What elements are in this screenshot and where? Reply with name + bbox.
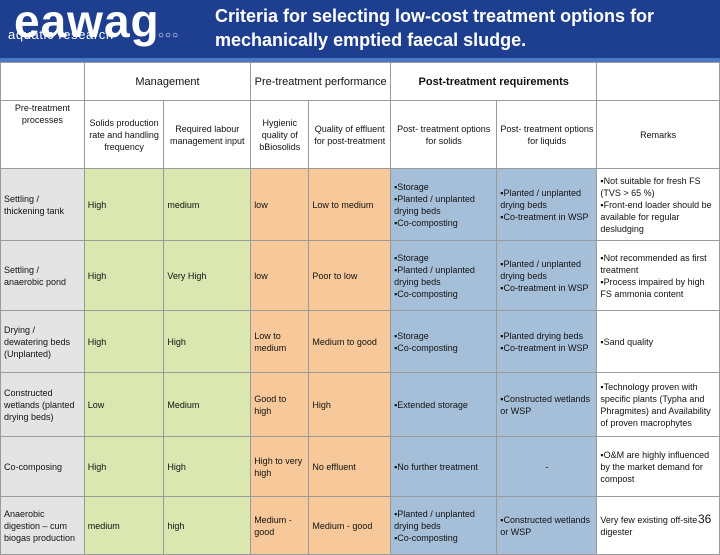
row-post-liquids: ▪Constructed wetlands or WSP	[496, 496, 598, 555]
row-post-liquids: ▪Planted / unplanted drying beds ▪Co-tre…	[496, 168, 598, 241]
slide-header: eawag aquatic research ○○○ Criteria for …	[0, 0, 720, 58]
row-solids: High	[83, 436, 165, 497]
table-row: Co-composing High High High to very high No …	[0, 436, 720, 497]
row-solids: High	[83, 310, 165, 373]
header-divider	[0, 58, 720, 62]
col-effluent-quality: Quality of effluent for post-treatment	[308, 100, 392, 169]
row-post-liquids: -	[496, 436, 598, 497]
group-header-row: Management Pre-treatment performance Pos…	[0, 62, 720, 101]
row-hygienic: Good to high	[250, 372, 310, 437]
row-post-solids: ▪Storage ▪Planted / unplanted drying bed…	[390, 168, 498, 241]
table-row: Settling / anaerobic pond High Very High lo…	[0, 240, 720, 311]
row-hygienic: Medium - good	[250, 496, 310, 555]
group-pretreatment-performance: Pre-treatment performance	[250, 62, 392, 101]
logo-subtitle: aquatic research	[8, 27, 114, 42]
group-header-blank-remarks	[596, 62, 720, 101]
row-effluent: Medium - good	[308, 496, 392, 555]
row-effluent: High	[308, 372, 392, 437]
row-post-liquids: ▪Planted drying beds ▪Co-treatment in WS…	[496, 310, 598, 373]
logo-circles-icon: ○○○	[158, 30, 180, 41]
table-row: Settling / thickening tank High medium low L…	[0, 168, 720, 241]
col-post-solids: Post- treatment options for solids	[390, 100, 498, 169]
page-number: 36	[698, 512, 712, 526]
row-solids: High	[83, 240, 165, 311]
row-remarks: ▪Technology proven with specific plants …	[596, 372, 720, 437]
row-post-solids: ▪Storage ▪Co-composting	[390, 310, 498, 373]
column-header-row: Pre-treatment processes Solids productio…	[0, 100, 720, 169]
row-hygienic: low	[250, 240, 310, 311]
group-post-treatment-requirements: Post-treatment requirements	[390, 62, 598, 101]
col-processes: Pre-treatment processes	[0, 100, 85, 169]
col-post-liquids: Post- treatment options for liquids	[496, 100, 598, 169]
row-labour: High	[163, 436, 252, 497]
row-remarks: ▪Sand quality	[596, 310, 720, 373]
col-solids-production: Solids production rate and handling freq…	[83, 100, 165, 169]
row-labour: High	[163, 310, 252, 373]
group-management: Management	[83, 62, 252, 101]
row-post-solids: ▪Extended storage	[390, 372, 498, 437]
eawag-logo: eawag aquatic research ○○○	[8, 0, 193, 50]
row-labour: Very High	[163, 240, 252, 311]
row-effluent: Low to medium	[308, 168, 392, 241]
col-labour: Required labour management input	[163, 100, 252, 169]
table-row: Anaerobic digestion – cum biogas product…	[0, 496, 720, 555]
row-labour: Medium	[163, 372, 252, 437]
row-solids: High	[83, 168, 165, 241]
table-body: Settling / thickening tank High medium low L…	[0, 168, 720, 555]
row-post-liquids: ▪Constructed wetlands or WSP	[496, 372, 598, 437]
row-labour: high	[163, 496, 252, 555]
row-process: Co-composing	[0, 436, 85, 497]
row-post-liquids: ▪Planted / unplanted drying beds ▪Co-tre…	[496, 240, 598, 311]
row-effluent: Poor to low	[308, 240, 392, 311]
row-effluent: Medium to good	[308, 310, 392, 373]
row-labour: medium	[163, 168, 252, 241]
col-hygienic-quality: Hygienic quality of bBiosolids	[250, 100, 310, 169]
row-hygienic: low	[250, 168, 310, 241]
row-process: Drying / dewatering beds (Unplanted)	[0, 310, 85, 373]
row-process: Settling / thickening tank	[0, 168, 85, 241]
row-process: Anaerobic digestion – cum biogas product…	[0, 496, 85, 555]
table-row: Drying / dewatering beds (Unplanted) High…	[0, 310, 720, 373]
logo-wordmark: eawag	[14, 0, 160, 47]
slide-title: Criteria for selecting low-cost treatmen…	[215, 6, 655, 50]
row-post-solids: ▪Planted / unplanted drying beds ▪Co-com…	[390, 496, 498, 555]
row-process: Settling / anaerobic pond	[0, 240, 85, 311]
row-solids: Low	[83, 372, 165, 437]
row-hygienic: High to very high	[250, 436, 310, 497]
row-post-solids: ▪No further treatment	[390, 436, 498, 497]
row-remarks: ▪Not suitable for fresh FS (TVS > 65 %) …	[596, 168, 720, 241]
row-effluent: No effluent	[308, 436, 392, 497]
group-header-blank	[0, 62, 85, 101]
row-post-solids: ▪Storage ▪Planted / unplanted drying bed…	[390, 240, 498, 311]
col-remarks: Remarks	[596, 100, 720, 169]
row-remarks: ▪Not recommended as first treatment ▪Pro…	[596, 240, 720, 311]
row-remarks: ▪O&M are highly influenced by the market…	[596, 436, 720, 497]
row-solids: medium	[83, 496, 165, 555]
table-row: Constructed wetlands (planted drying bed…	[0, 372, 720, 437]
row-hygienic: Low to medium	[250, 310, 310, 373]
row-process: Constructed wetlands (planted drying bed…	[0, 372, 85, 437]
criteria-table: Management Pre-treatment performance Pos…	[0, 62, 720, 555]
